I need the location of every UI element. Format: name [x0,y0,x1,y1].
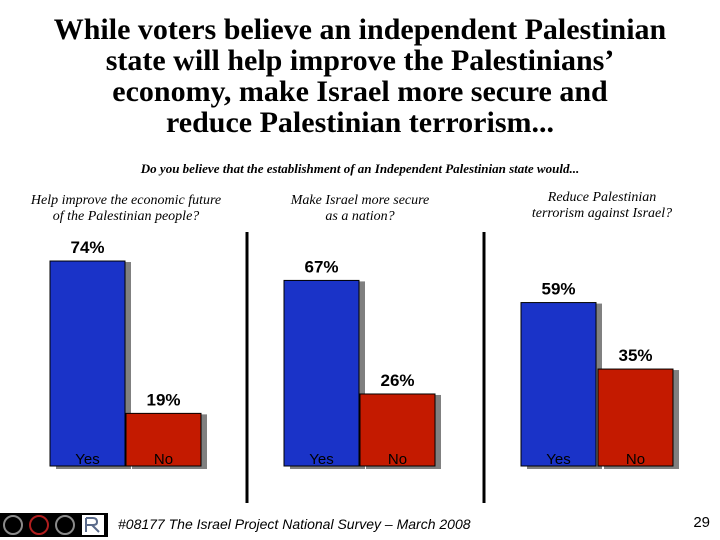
title-line-4: reduce Palestinian terrorism... [166,106,554,139]
question-label-security: Make Israel more secure as a nation? [262,193,458,225]
survey-question: Do you believe that the establishment of… [140,161,580,176]
question-security-line-1: Make Israel more secure [290,193,430,208]
value-label-security-yes: 67% [304,257,338,276]
title-line-2: state will help improve the Palestinians… [105,44,615,77]
title-line-3: economy, make Israel more secure and [112,75,608,108]
bar-economy-yes [49,260,126,467]
question-security-line-2: as a nation? [325,209,395,224]
logo-circle-red-icon [29,515,49,535]
bar-security-no [359,393,436,467]
category-label-security-yes: Yes [309,451,333,468]
bar-terrorism-no [597,368,674,467]
question-terrorism-line-1: Reduce Palestinian [547,190,657,205]
category-label-terrorism-no: No [626,451,645,468]
question-economy-line-2: of the Palestinian people? [52,209,200,224]
question-terrorism-line-2: terrorism against Israel? [531,206,673,221]
title-line-1: While voters believe an independent Pale… [53,13,667,46]
category-label-economy-yes: Yes [75,451,99,468]
slide-title: While voters believe an independent Pale… [10,14,710,138]
value-label-terrorism-yes: 59% [541,280,575,299]
category-label-economy-no: No [154,451,173,468]
bar-terrorism-yes [520,302,597,467]
footer-survey-text: #08177 The Israel Project National Surve… [118,516,471,532]
value-label-economy-yes: 74% [70,238,104,257]
category-label-terrorism-yes: Yes [546,451,570,468]
value-label-security-no: 26% [380,371,414,390]
question-economy-line-1: Help improve the economic future [30,193,222,208]
bar-security-yes [283,279,360,467]
footer-logos [0,513,108,537]
bar-economy-no [125,412,202,467]
logo-circle-icon-2 [55,515,75,535]
question-label-economy: Help improve the economic future of the … [10,193,242,225]
value-label-terrorism-no: 35% [618,346,652,365]
logo-circle-icon [3,515,23,535]
question-label-terrorism: Reduce Palestinian terrorism against Isr… [492,190,712,222]
value-label-economy-no: 19% [146,390,180,409]
logo-monogram-icon [85,517,100,533]
page-number: 29 [693,514,710,531]
category-label-security-no: No [388,451,407,468]
